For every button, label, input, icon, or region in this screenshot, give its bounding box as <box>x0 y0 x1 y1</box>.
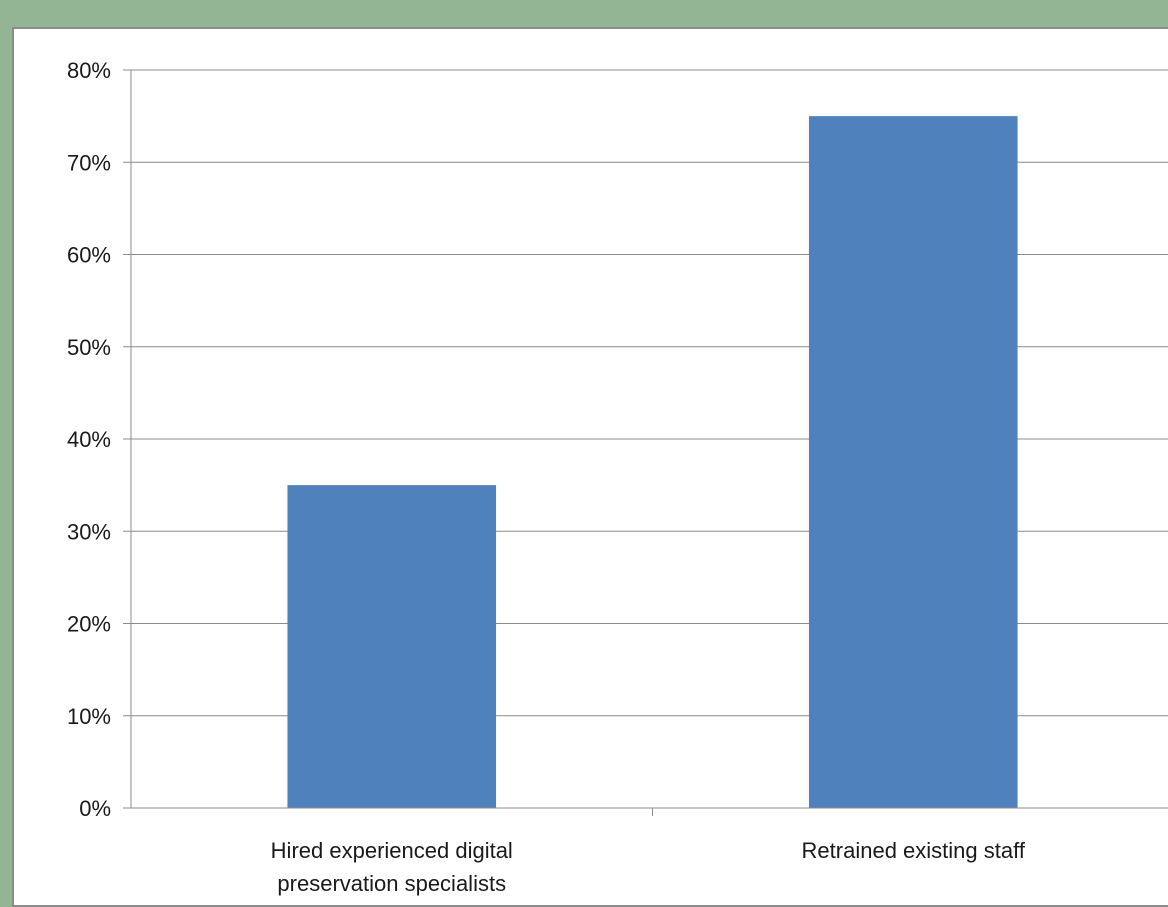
x-category-label: Hired experienced digital preservation sp… <box>271 838 513 896</box>
y-tick-label: 40% <box>67 427 111 452</box>
chart-frame: 0% 10% 20% 30% 40% 50% 60% 70% 80% Hired experie… <box>12 27 1168 907</box>
bar-chart: 0% 10% 20% 30% 40% 50% 60% 70% 80% Hired experie… <box>67 58 1168 896</box>
y-tick-label: 80% <box>67 58 111 83</box>
y-tick-label: 70% <box>67 150 111 175</box>
y-tick-labels: 0% 10% 20% 30% 40% 50% 60% 70% 80% <box>67 58 111 821</box>
bars <box>287 116 1018 808</box>
x-category-label-line: Retrained existing staff <box>802 838 1026 863</box>
x-category-labels: Hired experienced digital preservation sp… <box>271 838 1026 896</box>
bar <box>287 485 497 808</box>
y-tick-label: 60% <box>67 243 111 268</box>
y-tick-label: 30% <box>67 519 111 544</box>
x-category-label: Retrained existing staff <box>802 838 1026 863</box>
x-category-label-line: Hired experienced digital <box>271 838 513 863</box>
y-tick-label: 50% <box>67 335 111 360</box>
y-tick-label: 0% <box>79 796 111 821</box>
axes <box>123 69 1168 816</box>
bar <box>808 116 1018 808</box>
x-category-label-line: preservation specialists <box>277 871 506 896</box>
y-tick-label: 10% <box>67 704 111 729</box>
y-tick-label: 20% <box>67 612 111 637</box>
